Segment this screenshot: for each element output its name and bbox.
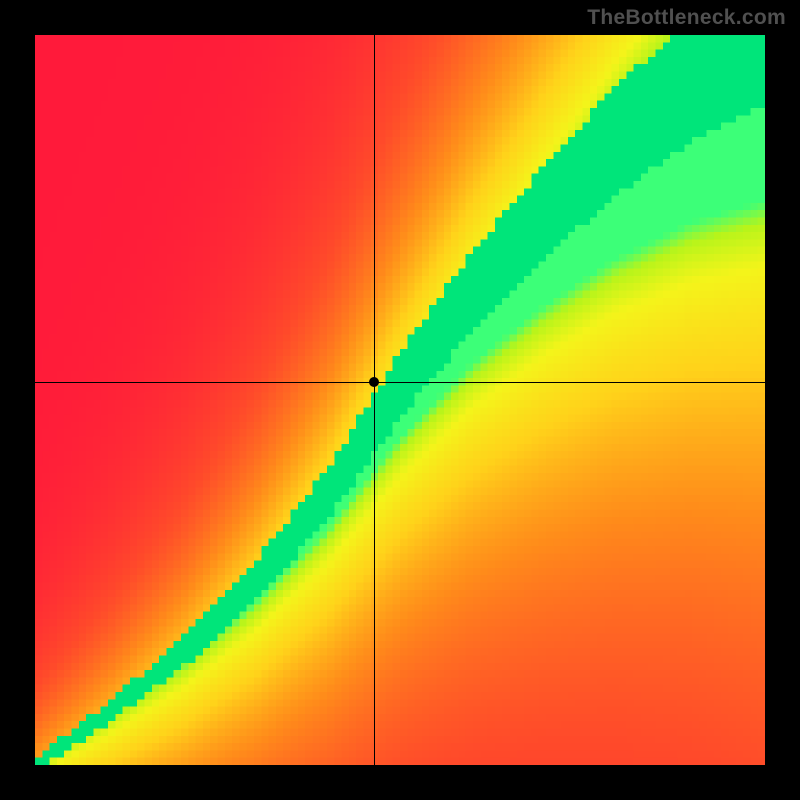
crosshair-horizontal — [35, 382, 765, 383]
heatmap-chart — [35, 35, 765, 765]
watermark-text: TheBottleneck.com — [587, 6, 786, 30]
crosshair-marker — [369, 377, 379, 387]
crosshair-vertical — [374, 35, 375, 765]
heatmap-canvas — [35, 35, 765, 765]
